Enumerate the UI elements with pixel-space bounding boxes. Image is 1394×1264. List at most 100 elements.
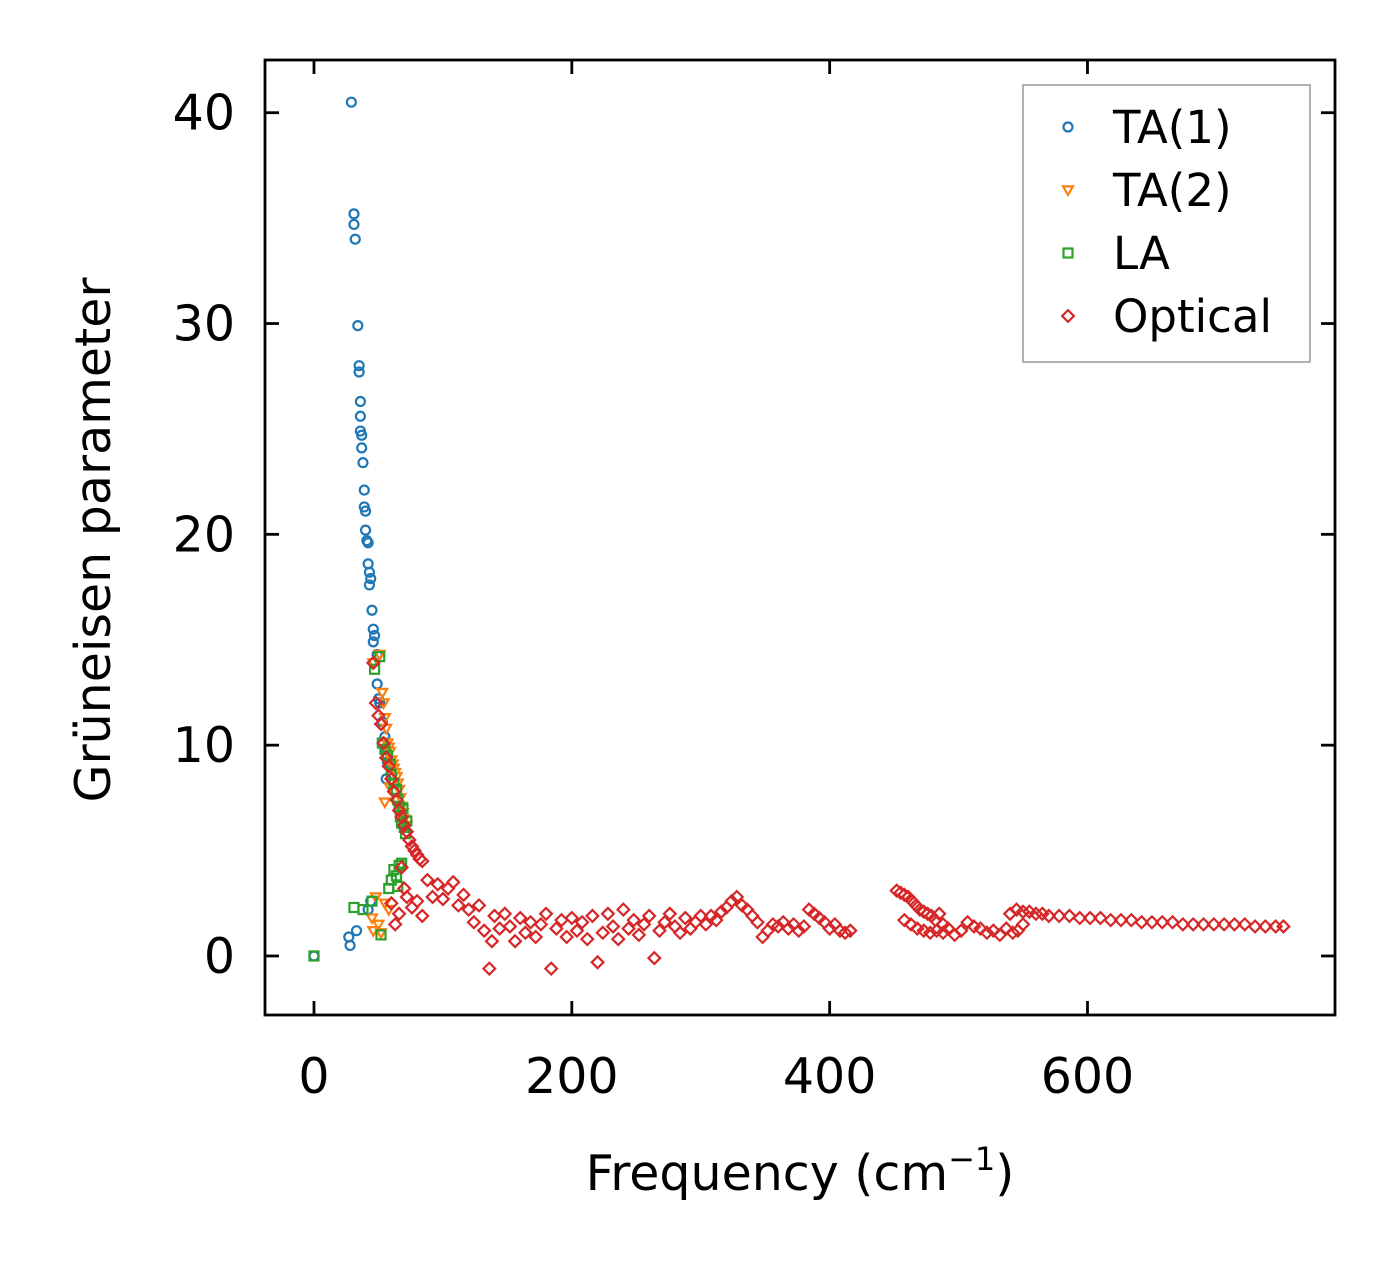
optical-point — [569, 923, 585, 939]
optical-point — [657, 914, 673, 930]
la-point — [366, 895, 378, 907]
optical-point — [662, 906, 678, 922]
optical-point — [368, 695, 384, 711]
ta-2-point — [374, 928, 388, 940]
x-axis-label-superscript: −1 — [948, 1140, 995, 1178]
ta-1-point — [359, 524, 372, 536]
optical-point — [387, 916, 403, 932]
optical-point — [750, 914, 765, 930]
plot-frame — [263, 58, 1337, 1017]
optical-point — [693, 908, 709, 924]
la-point — [368, 663, 381, 675]
optical-point — [376, 735, 392, 751]
optical-point — [373, 716, 389, 732]
optical-point — [518, 925, 533, 941]
optical-point — [1216, 916, 1232, 932]
optical-point — [1196, 916, 1211, 932]
optical-point — [636, 916, 652, 932]
optical-point — [445, 874, 461, 890]
optical-point — [533, 916, 549, 932]
optical-point — [512, 910, 528, 926]
x-axis-label-main: Frequency (cm — [586, 1145, 949, 1202]
optical-point — [574, 914, 590, 930]
optical-point — [579, 931, 595, 947]
optical-point — [450, 897, 466, 913]
optical-point — [791, 923, 807, 939]
optical-point — [842, 923, 858, 939]
legend-marker — [1062, 247, 1074, 259]
legend-label: TA(1) — [1112, 101, 1232, 154]
optical-point — [1165, 914, 1180, 930]
ta-1-point — [365, 573, 377, 585]
legend: TA(1) TA(2) LA Optical — [1022, 84, 1311, 363]
optical-point — [409, 893, 425, 909]
optical-point — [626, 912, 642, 928]
optical-point — [1041, 908, 1057, 924]
ta-1-point — [356, 442, 368, 454]
optical-point — [922, 925, 938, 941]
optical-point — [1247, 919, 1263, 934]
optical-point — [600, 906, 616, 922]
optical-point — [435, 891, 451, 907]
optical-point — [796, 919, 812, 934]
optical-point — [621, 921, 636, 936]
y-tick-label: 10 — [173, 717, 235, 774]
legend-items: TA(1) TA(2) LA Optical — [1060, 101, 1272, 343]
ta-1-point — [368, 629, 381, 642]
optical-point — [1276, 919, 1291, 934]
optical-point — [497, 906, 513, 922]
optical-point — [407, 843, 422, 858]
x-tick-label: 600 — [1041, 1048, 1135, 1105]
y-tick-label: 20 — [173, 506, 235, 563]
optical-point — [383, 771, 399, 787]
ta-2-point — [371, 919, 386, 932]
optical-point — [935, 925, 951, 941]
optical-point — [724, 893, 740, 909]
optical-point — [1237, 916, 1253, 932]
optical-point — [461, 902, 477, 917]
ta-1-point — [367, 636, 379, 648]
ta-1-point — [358, 484, 370, 496]
optical-point — [920, 906, 936, 922]
optical-point — [528, 929, 544, 945]
ta-1-point — [348, 218, 360, 231]
optical-point — [538, 906, 554, 922]
optical-point — [1134, 914, 1150, 930]
legend-marker — [1061, 185, 1075, 198]
optical-point — [605, 919, 621, 934]
x-tick-label: 200 — [525, 1048, 619, 1105]
optical-point — [481, 961, 497, 977]
ta-1-point — [353, 360, 365, 372]
optical-point — [430, 876, 446, 892]
ta-1-point — [353, 366, 365, 378]
optical-point — [414, 853, 430, 869]
legend-marker — [1060, 308, 1076, 324]
x-tick-label: 0 — [298, 1048, 329, 1105]
optical-point — [1005, 925, 1021, 941]
optical-point — [631, 927, 647, 943]
ta-1-point — [352, 320, 364, 332]
la-point — [396, 857, 408, 869]
y-tick-label: 30 — [173, 296, 235, 353]
optical-point — [708, 912, 724, 928]
optical-point — [1154, 914, 1170, 930]
optical-point — [729, 889, 745, 905]
optical-point — [1051, 908, 1067, 924]
optical-point — [543, 961, 559, 977]
optical-point — [471, 897, 487, 913]
la-point — [357, 903, 369, 916]
optical-point — [1082, 910, 1098, 926]
optical-point — [383, 895, 399, 911]
la-point — [308, 950, 320, 962]
optical-point — [590, 954, 606, 970]
ta-1-point — [366, 604, 378, 616]
ta-2-point — [378, 797, 392, 810]
optical-point — [559, 929, 575, 945]
optical-point — [1175, 916, 1191, 932]
optical-point — [484, 933, 500, 949]
la-point — [392, 880, 404, 893]
optical-point — [391, 803, 407, 818]
ta-1-point — [363, 566, 376, 578]
optical-point — [1144, 914, 1160, 930]
